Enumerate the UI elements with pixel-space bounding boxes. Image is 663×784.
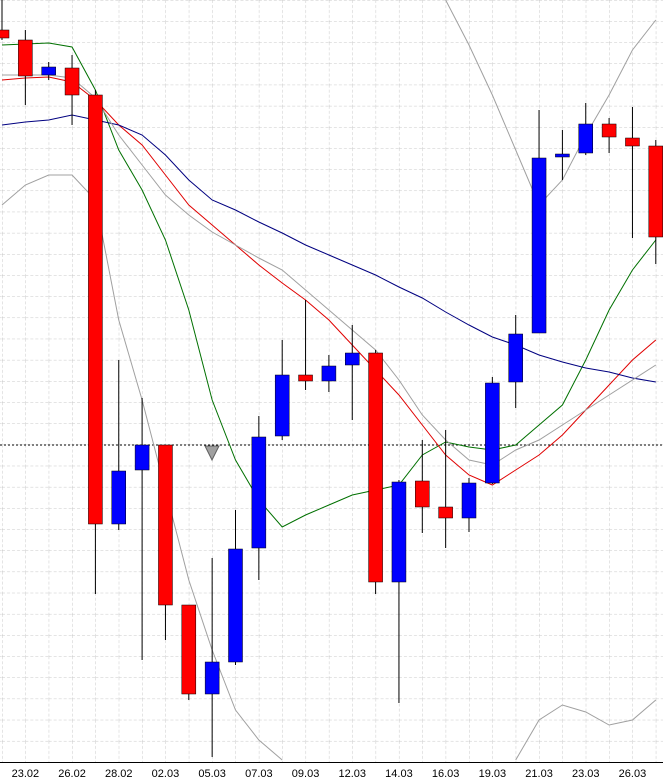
candle-body bbox=[531, 157, 547, 334]
candle-body bbox=[88, 94, 103, 525]
x-tick-label: 14.03 bbox=[385, 768, 413, 780]
candle-body bbox=[134, 444, 150, 471]
x-tick-label: 16.03 bbox=[432, 768, 460, 780]
x-tick-label: 07.03 bbox=[245, 768, 273, 780]
x-tick-label: 26.03 bbox=[619, 768, 647, 780]
candle-body bbox=[228, 548, 243, 663]
indicator-line bbox=[2, 74, 657, 466]
candle-body bbox=[18, 39, 33, 77]
x-tick-label: 12.03 bbox=[338, 768, 366, 780]
candle-body bbox=[111, 470, 126, 525]
candle-body bbox=[158, 444, 173, 606]
candle-body bbox=[601, 123, 617, 138]
x-tick-label: 05.03 bbox=[198, 768, 226, 780]
x-tick-label: 09.03 bbox=[292, 768, 320, 780]
candle-body bbox=[415, 480, 430, 508]
candle-body bbox=[321, 365, 337, 382]
candle-body bbox=[438, 506, 453, 519]
candle-body bbox=[485, 382, 500, 484]
x-tick-label: 28.02 bbox=[105, 768, 133, 780]
indicator-line bbox=[1, 76, 657, 486]
candle-body bbox=[648, 145, 663, 238]
candle-body bbox=[181, 604, 197, 695]
candle-body bbox=[204, 661, 220, 695]
x-tick-label: 23.03 bbox=[572, 768, 600, 780]
candle-body bbox=[298, 374, 313, 382]
x-tick-label: 21.03 bbox=[525, 768, 553, 780]
candle-body bbox=[251, 436, 267, 549]
candle-body bbox=[461, 482, 477, 519]
candle-body bbox=[578, 123, 593, 154]
candle-body bbox=[391, 481, 407, 583]
candle-body bbox=[0, 29, 10, 39]
candle-body bbox=[345, 352, 360, 366]
candle-body bbox=[64, 67, 80, 96]
x-tick-label: 26.02 bbox=[58, 768, 86, 780]
candle-body bbox=[41, 66, 56, 76]
x-tick-label: 19.03 bbox=[479, 768, 507, 780]
candle-body bbox=[368, 352, 383, 583]
candle-body bbox=[625, 137, 640, 147]
x-tick-label: 02.03 bbox=[152, 768, 180, 780]
x-tick-label: 23.02 bbox=[12, 768, 40, 780]
candle-body bbox=[555, 153, 570, 158]
indicator-line bbox=[1, 42, 657, 528]
candle-body bbox=[508, 333, 523, 383]
marker bbox=[204, 445, 220, 462]
indicator-line bbox=[445, 0, 657, 206]
candle-body bbox=[274, 374, 290, 437]
